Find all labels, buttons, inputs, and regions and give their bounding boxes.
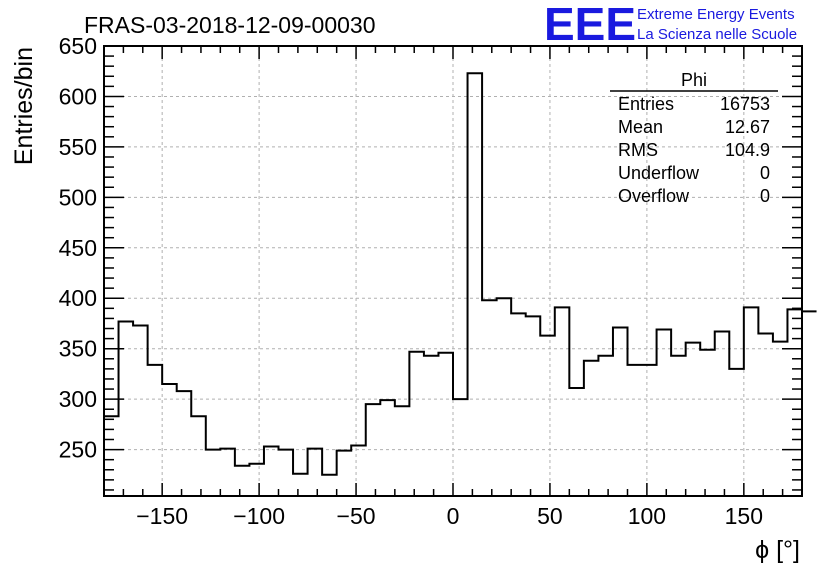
y-tick-label: 650 [59, 33, 97, 59]
stats-row-label: Overflow [618, 186, 690, 206]
histogram-bin [438, 353, 453, 496]
histogram-bin [104, 416, 119, 496]
y-tick-label: 600 [59, 83, 97, 109]
y-tick-label: 450 [59, 235, 97, 261]
y-tick-label: 500 [59, 184, 97, 210]
histogram-bin [453, 399, 468, 496]
stats-box: Phi Entries 16753 Mean 12.67 RMS 104.9 Underfl… [610, 70, 778, 206]
histogram-bin [700, 350, 715, 496]
stats-box-rows: Entries 16753 Mean 12.67 RMS 104.9 Underflow 0 O… [618, 94, 770, 206]
axis-ticks [103, 45, 803, 496]
histogram-bin [773, 342, 788, 496]
eee-logo-mark: EEE [544, 0, 636, 50]
chart-title: FRAS-03-2018-12-09-00030 [84, 12, 376, 38]
histogram-bin [351, 446, 366, 496]
histogram-bin [686, 343, 701, 496]
stats-box-title: Phi [681, 70, 707, 90]
histogram-bin [526, 316, 541, 496]
histogram-bin [802, 311, 817, 496]
eee-logo: EEE Extreme Energy Events La Scienza nel… [544, 0, 797, 50]
histogram-bin [569, 388, 584, 496]
eee-logo-line1: Extreme Energy Events [637, 6, 795, 23]
y-axis-title: Entries/bin [10, 47, 38, 165]
histogram-bin [540, 336, 555, 496]
stats-row-label: Mean [618, 117, 663, 137]
histogram-bin [177, 391, 192, 496]
stats-row-value: 0 [760, 186, 770, 206]
histogram-bin [482, 300, 497, 496]
histogram-bin [468, 73, 483, 496]
histogram-bin [366, 404, 381, 496]
eee-logo-line2: La Scienza nelle Scuole [637, 26, 797, 43]
x-tick-label: −50 [337, 503, 376, 529]
histogram-bin [628, 365, 643, 496]
x-tick-label: −100 [233, 503, 285, 529]
histogram-bin [497, 298, 512, 496]
histogram-bin [380, 400, 395, 496]
histogram-bin [162, 384, 177, 496]
histogram-bin [555, 307, 570, 496]
x-tick-label: 0 [447, 503, 460, 529]
stats-row-value: 104.9 [725, 140, 770, 160]
stats-row-label: RMS [618, 140, 658, 160]
histogram-bin [758, 334, 773, 496]
x-tick-label: 100 [628, 503, 666, 529]
histogram-bin [395, 406, 410, 496]
x-tick-label: 50 [537, 503, 563, 529]
stats-row-label: Entries [618, 94, 674, 114]
histogram-bin [511, 313, 526, 496]
histogram-bin [613, 328, 628, 496]
histogram-bin [715, 332, 730, 496]
histogram-bin [279, 450, 294, 496]
histogram-series [104, 72, 817, 476]
histogram-bin [322, 475, 337, 496]
x-tick-label: −150 [136, 503, 188, 529]
histogram-bin [584, 361, 599, 496]
histogram-bin [220, 449, 235, 496]
x-tick-labels: −150 −100 −50 0 50 100 150 [136, 503, 763, 529]
histogram-bin [598, 356, 613, 496]
stats-row-label: Underflow [618, 163, 700, 183]
histogram-bin [293, 474, 308, 496]
x-tick-label: 150 [725, 503, 763, 529]
histogram-bin [308, 449, 323, 496]
stats-row-value: 16753 [720, 94, 770, 114]
y-tick-labels: 250 300 350 400 450 500 550 600 650 [59, 33, 97, 463]
y-tick-label: 250 [59, 437, 97, 463]
y-tick-label: 550 [59, 134, 97, 160]
y-tick-label: 350 [59, 336, 97, 362]
histogram-bin [642, 365, 657, 496]
y-tick-label: 400 [59, 285, 97, 311]
histogram-bin [729, 369, 744, 496]
y-tick-label: 300 [59, 386, 97, 412]
histogram-bin [191, 416, 206, 496]
x-axis-title: ϕ [°] [755, 536, 800, 564]
histogram-bin [133, 325, 148, 496]
histogram-bin [337, 451, 352, 496]
histogram-bin [671, 356, 686, 496]
stats-row-value: 0 [760, 163, 770, 183]
histogram-bin [424, 356, 439, 496]
histogram-bin [264, 447, 279, 496]
histogram-bin [409, 352, 424, 496]
histogram-bin [206, 450, 221, 496]
histogram-bin [249, 464, 264, 496]
histogram-bin [657, 330, 672, 496]
histogram-bin [148, 365, 163, 496]
histogram-bin [787, 309, 802, 496]
stats-row-value: 12.67 [725, 117, 770, 137]
histogram-bin [119, 321, 134, 496]
histogram-bin [744, 307, 759, 496]
histogram-bin [235, 466, 250, 496]
